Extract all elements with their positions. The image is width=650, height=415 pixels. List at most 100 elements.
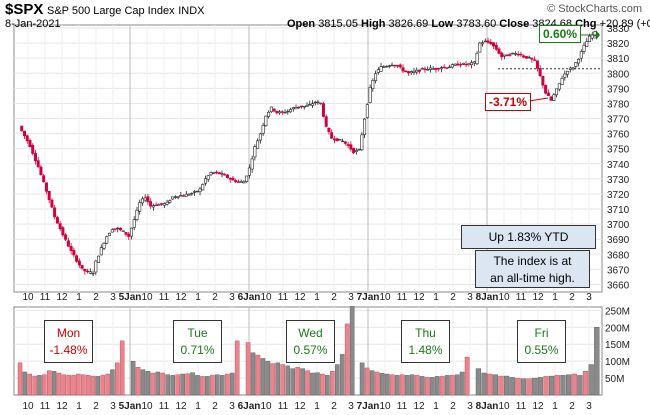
candle-up [91,272,95,275]
pct-down-arrow [528,97,549,102]
volume-bars-layer [17,306,600,396]
candle-up [382,66,386,68]
x-tick-label: 2 [450,292,456,303]
volume-bar [549,375,555,396]
candle-down [522,55,526,58]
candle-up [193,191,197,193]
volume-bar [224,373,230,396]
candle-up [360,134,364,151]
ath-callout: The index is at an all-time high. [475,250,590,288]
x-tick-label: 1 [314,401,320,412]
candle-up [453,63,457,66]
candle-up [171,196,175,200]
x-tick-label: 3 [110,401,116,412]
candle-down [335,138,339,142]
day-label: Fri [534,326,549,340]
candle-up [527,56,531,59]
candle-up [363,118,367,135]
day-label: Wed [298,326,323,340]
candle-up [341,140,345,143]
candle-down [332,138,336,141]
candle-up [176,196,180,198]
x-tick-label: 10 [498,292,510,303]
x-tick-label: 11 [278,401,289,412]
candle-up [472,61,476,64]
volume-bar [594,327,600,396]
candle-down [300,105,304,108]
candle-up [116,227,120,230]
candle-up [450,64,454,68]
day-label: Mon [56,326,81,340]
x-tick-label: 1 [76,401,82,412]
price-tick-label: 3790 [607,84,630,95]
x-tick-label: 11 [159,292,170,303]
x-tick-label: 2 [93,292,99,303]
volume-bar [265,360,271,396]
volume-bar [409,374,415,396]
volume-bar [260,358,266,396]
candle-up [250,158,254,170]
candle-down [541,75,545,86]
volume-bar [150,372,156,396]
volume-bar [155,371,161,396]
candle-down [146,196,150,203]
candle-down [25,135,29,142]
x-tick-label: 11 [40,401,51,412]
candle-down [55,217,59,224]
candle-down [437,68,441,70]
candle-up [162,203,166,206]
volume-bar [359,362,365,396]
x-tick-label: 2 [450,401,456,412]
candle-up [247,167,251,176]
x-tick-label: 1 [552,292,558,303]
candle-up [374,73,378,81]
exchange-code: INDX [178,5,205,17]
x-tick-label: 3 [229,401,235,412]
volume-bar [399,374,405,396]
volume-bar [310,372,315,396]
candle-up [108,232,112,236]
volume-bar [571,373,577,396]
candle-up [409,71,413,74]
candle-up [475,52,479,65]
candle-up [132,219,136,228]
volume-bar [275,362,281,396]
candle-down [31,144,35,154]
price-tick-label: 3740 [607,160,630,171]
candle-up [151,205,155,208]
candle-down [519,53,523,56]
price-tick-label: 3660 [607,280,630,291]
candle-up [143,197,147,201]
day-value: 1.48% [408,343,443,357]
candle-up [461,62,465,65]
pct-up-arrowhead [596,30,600,40]
candle-down [22,130,26,137]
volume-bar [110,369,115,396]
volume-tick-label: 250M [605,306,630,317]
volume-bar [32,375,37,396]
volume-bar [22,371,28,396]
volume-bar [119,340,125,396]
volume-bar [339,354,345,396]
candle-up [242,181,246,184]
low-label: Low [431,18,454,30]
x-tick-label: 3 [586,401,592,412]
volume-bar [384,373,390,396]
candle-down [50,199,54,208]
x-tick-label: 12 [175,401,187,412]
x-tick-label: 12 [56,401,68,412]
candle-down [346,144,350,146]
candle-down [64,234,68,240]
candle-down [456,63,460,66]
candle-up [470,62,474,66]
price-tick-label: 3720 [607,190,630,201]
volume-bar [205,376,210,396]
x-tick-label: 11 [278,292,289,303]
volume-bar [424,377,430,396]
candle-down [236,181,240,183]
candle-up [481,42,485,45]
volume-bar [509,377,515,396]
candle-down [182,195,186,197]
candle-down [83,268,87,272]
candle-down [28,140,32,147]
